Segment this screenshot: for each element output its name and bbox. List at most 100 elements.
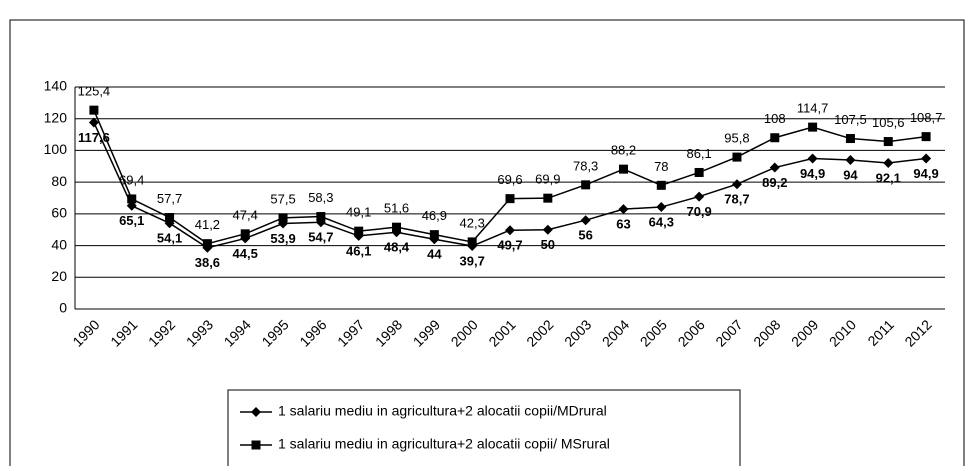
x-tick-label: 2012 [901, 316, 934, 349]
point [808, 122, 818, 132]
point [883, 157, 894, 168]
y-tick-label: 40 [51, 236, 67, 252]
data-label: 42,3 [460, 215, 485, 230]
point [694, 167, 704, 177]
data-label: 108,7 [910, 110, 943, 125]
x-tick-label: 2000 [448, 316, 481, 349]
point [543, 193, 553, 203]
point [278, 213, 288, 223]
data-label: 63 [616, 217, 630, 232]
point [392, 222, 402, 232]
data-label: 105,6 [872, 115, 905, 130]
data-label: 94,9 [800, 166, 825, 181]
data-label: 58,3 [308, 190, 333, 205]
data-label: 86,1 [686, 146, 711, 161]
point [316, 212, 326, 222]
data-label: 47,4 [233, 207, 258, 222]
x-tick-label: 2002 [523, 316, 556, 349]
data-label: 49,1 [346, 205, 371, 220]
legend-box [227, 389, 741, 471]
y-tick-label: 140 [44, 78, 68, 94]
y-tick-label: 60 [51, 205, 67, 221]
y-tick-label: 120 [44, 109, 68, 125]
point [88, 117, 99, 128]
point [251, 440, 261, 450]
x-tick-label: 1994 [221, 316, 254, 349]
data-label: 57,5 [270, 191, 295, 206]
x-tick-label: 2008 [750, 316, 783, 349]
data-label: 69,6 [497, 172, 522, 187]
x-tick-label: 2006 [675, 316, 708, 349]
point [732, 152, 742, 162]
point [505, 225, 515, 236]
legend-label: 1 salariu mediu in agricultura+2 alocati… [278, 436, 610, 452]
x-tick-label: 1996 [296, 316, 329, 349]
point [656, 202, 667, 213]
point [921, 132, 931, 142]
data-label: 46,1 [346, 243, 371, 258]
data-label: 44,5 [233, 246, 258, 261]
data-label: 92,1 [876, 170, 901, 185]
x-tick-label: 2010 [826, 316, 859, 349]
data-label: 88,2 [611, 143, 636, 158]
data-label: 95,8 [724, 131, 749, 146]
point [581, 180, 591, 190]
point [580, 215, 591, 226]
x-tick-label: 1993 [183, 316, 216, 349]
x-tick-label: 2009 [788, 316, 821, 349]
data-label: 94 [843, 167, 858, 182]
point [354, 226, 364, 236]
data-label: 69,9 [535, 172, 560, 187]
x-tick-label: 1992 [145, 316, 178, 349]
x-tick-label: 1995 [258, 316, 291, 349]
point [618, 204, 629, 215]
data-label: 125,4 [78, 84, 111, 99]
point [807, 153, 818, 164]
data-label: 78,3 [573, 158, 598, 173]
data-label: 108 [764, 111, 786, 126]
point [694, 191, 705, 202]
data-label: 39,7 [460, 253, 485, 268]
point [89, 105, 99, 115]
data-label: 48,4 [384, 240, 410, 255]
x-tick-label: 1991 [107, 316, 140, 349]
data-label: 107,5 [834, 112, 867, 127]
x-tick-label: 2004 [599, 316, 632, 349]
data-label: 56 [578, 228, 592, 243]
point [467, 237, 477, 247]
point [845, 154, 856, 165]
point [883, 137, 893, 147]
data-label: 50 [541, 237, 555, 252]
point [769, 162, 780, 173]
data-label: 54,7 [308, 230, 333, 245]
x-tick-label: 1999 [410, 316, 443, 349]
point [656, 180, 666, 190]
point [202, 239, 212, 249]
point [921, 153, 932, 164]
y-tick-label: 0 [59, 300, 67, 316]
data-label: 41,2 [195, 217, 220, 232]
point [429, 230, 439, 240]
data-label: 38,6 [195, 255, 220, 270]
point [731, 179, 742, 190]
data-label: 70,9 [686, 204, 711, 219]
data-label: 51,6 [384, 201, 409, 216]
x-tick-label: 2011 [864, 316, 897, 349]
data-label: 64,3 [649, 214, 674, 229]
data-label: 117,6 [78, 130, 110, 145]
data-label: 78 [654, 159, 668, 174]
x-tick-label: 2005 [637, 316, 670, 349]
data-label: 69,4 [119, 172, 144, 187]
point [505, 194, 515, 204]
data-label: 44 [427, 247, 442, 262]
point [251, 407, 261, 417]
x-tick-label: 2007 [712, 316, 745, 349]
data-label: 57,7 [157, 191, 182, 206]
y-tick-label: 100 [44, 141, 68, 157]
point [542, 224, 553, 235]
data-label: 94,9 [913, 166, 938, 181]
data-label: 49,7 [497, 238, 522, 253]
y-tick-label: 20 [51, 268, 67, 284]
point [240, 229, 250, 239]
